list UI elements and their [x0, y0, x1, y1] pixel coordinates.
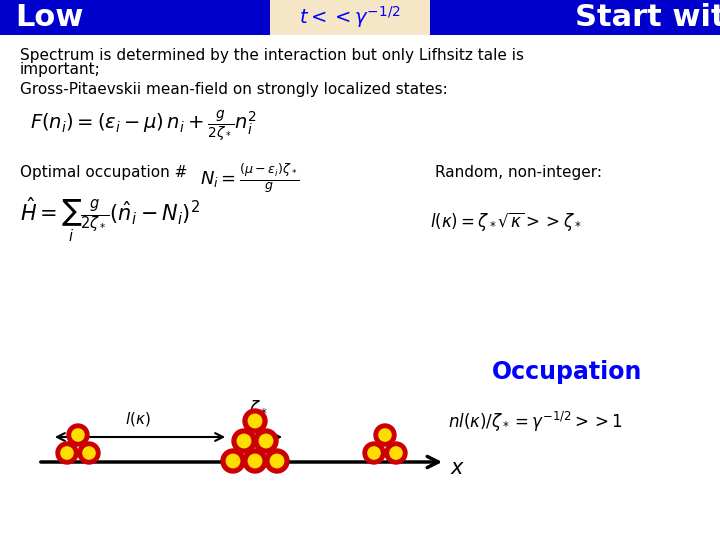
Text: $\hat{H} = \sum_{i} \frac{g}{2\zeta_*} (\hat{n}_i - N_i)^2$: $\hat{H} = \sum_{i} \frac{g}{2\zeta_*} (… [20, 195, 200, 244]
Circle shape [78, 442, 100, 464]
Circle shape [367, 446, 381, 460]
Circle shape [71, 428, 85, 442]
Text: Low: Low [15, 3, 84, 32]
Text: Gross-Pitaevskii mean-field on strongly localized states:: Gross-Pitaevskii mean-field on strongly … [20, 82, 448, 97]
Circle shape [248, 454, 262, 468]
Circle shape [67, 424, 89, 446]
Bar [270, 0, 430, 35]
Circle shape [237, 434, 251, 448]
Circle shape [248, 414, 262, 428]
Circle shape [265, 449, 289, 473]
Text: $t << \gamma^{-1/2}$: $t << \gamma^{-1/2}$ [300, 4, 401, 30]
Text: $F(n_i) = (\epsilon_i - \mu)\, n_i + \frac{g}{2\zeta_*} n_i^2$: $F(n_i) = (\epsilon_i - \mu)\, n_i + \fr… [30, 108, 257, 143]
Circle shape [60, 446, 74, 460]
Circle shape [221, 449, 245, 473]
Text: $N_i = \frac{(\mu - \epsilon_i)\zeta_*}{g}$: $N_i = \frac{(\mu - \epsilon_i)\zeta_*}{… [200, 162, 300, 195]
Circle shape [254, 429, 278, 453]
Circle shape [243, 409, 267, 433]
Circle shape [390, 446, 402, 460]
Circle shape [374, 424, 396, 446]
Bar [0, 0, 270, 35]
Text: $l(\kappa)$: $l(\kappa)$ [125, 410, 151, 429]
Circle shape [243, 449, 267, 473]
Text: Occupation: Occupation [492, 360, 642, 384]
Circle shape [258, 434, 274, 448]
Text: $x$: $x$ [450, 458, 465, 478]
Circle shape [385, 442, 407, 464]
Text: $\zeta_*$: $\zeta_*$ [248, 398, 267, 420]
Text: Spectrum is determined by the interaction but only Lifhsitz tale is: Spectrum is determined by the interactio… [20, 48, 524, 63]
Text: Random, non-integer:: Random, non-integer: [435, 165, 602, 180]
Circle shape [82, 446, 96, 460]
Circle shape [269, 454, 284, 468]
Circle shape [363, 442, 385, 464]
Text: important;: important; [20, 62, 101, 77]
Circle shape [56, 442, 78, 464]
Text: $nl(\kappa)/\zeta_* = \gamma^{-1/2} >> 1$: $nl(\kappa)/\zeta_* = \gamma^{-1/2} >> 1… [448, 410, 623, 434]
Text: $l(\kappa) = \zeta_* \sqrt{\kappa} >> \zeta_*$: $l(\kappa) = \zeta_* \sqrt{\kappa} >> \z… [430, 210, 582, 233]
Circle shape [232, 429, 256, 453]
Text: Optimal occupation #: Optimal occupation # [20, 165, 187, 180]
Circle shape [378, 428, 392, 442]
Text: Start with: Start with [575, 3, 720, 32]
Circle shape [225, 454, 240, 468]
Bar [430, 0, 720, 35]
